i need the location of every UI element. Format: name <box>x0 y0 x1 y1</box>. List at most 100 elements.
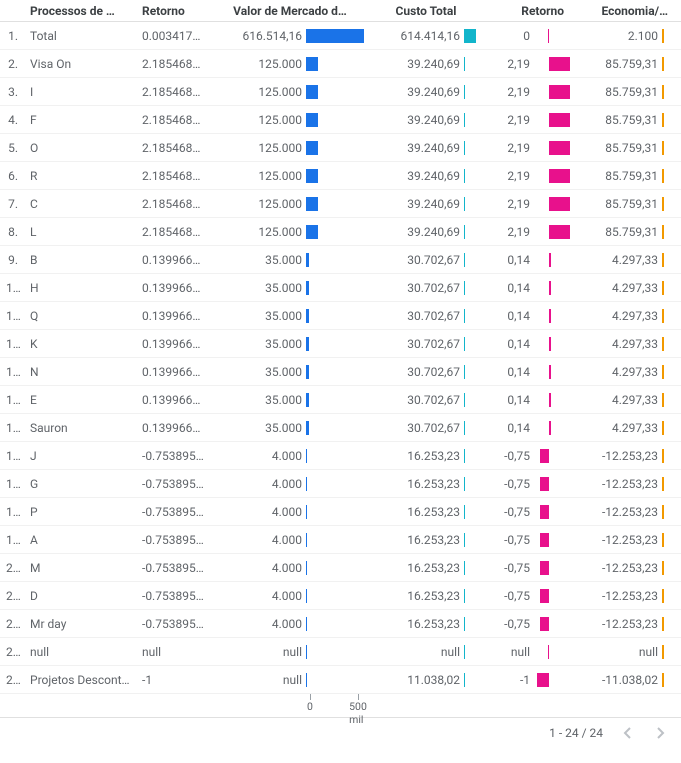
valor-value: 4.000 <box>272 533 302 547</box>
cell-custo: 30.702,67 <box>370 253 482 267</box>
cell-retorno1: 0.139966… <box>136 281 210 295</box>
custo-value: 39.240,69 <box>407 113 460 127</box>
table-row[interactable]: 2…D-0.753895…4.00016.253,23-0,75-12.253,… <box>0 582 681 610</box>
pager-next-button[interactable] <box>651 723 671 743</box>
retorno2-value: -0,75 <box>504 561 530 575</box>
table-row[interactable]: 1…A-0.753895…4.00016.253,23-0,75-12.253,… <box>0 526 681 554</box>
valor-value: 125.000 <box>258 197 302 211</box>
custo-bar <box>464 29 476 43</box>
table-row[interactable]: 1…P-0.753895…4.00016.253,23-0,75-12.253,… <box>0 498 681 526</box>
cell-valor: 35.000 <box>210 393 370 407</box>
table-row[interactable]: 1…Q0.139966…35.00030.702,670,144.297,33 <box>0 302 681 330</box>
col-header-retorno2[interactable]: Retorno <box>482 4 570 18</box>
table-row[interactable]: 1…J-0.753895…4.00016.253,23-0,75-12.253,… <box>0 442 681 470</box>
custo-value: 30.702,67 <box>407 365 460 379</box>
axis-valor: 0500 mil <box>210 694 370 717</box>
col-header-retorno1[interactable]: Retorno <box>136 4 210 18</box>
col-header-economia[interactable]: Economia/… <box>570 4 674 18</box>
col-header-processos[interactable]: Processos de … <box>22 4 136 18</box>
cell-custo: 16.253,23 <box>370 449 482 463</box>
custo-bar <box>464 365 476 379</box>
retorno2-bar <box>534 337 564 351</box>
table-row[interactable]: 2…nullnullnullnullnullnull <box>0 638 681 666</box>
row-index: 1… <box>0 533 22 547</box>
retorno2-bar <box>534 29 564 43</box>
table-row[interactable]: 1…K0.139966…35.00030.702,670,144.297,33 <box>0 330 681 358</box>
cell-retorno1: 0.003417… <box>136 29 210 43</box>
table-row[interactable]: 2…Mr day-0.753895…4.00016.253,23-0,75-12… <box>0 610 681 638</box>
col-header-custo[interactable]: Custo Total <box>370 4 482 18</box>
valor-bar <box>306 113 364 127</box>
table-row[interactable]: 6.R2.185468…125.00039.240,692,1985.759,3… <box>0 162 681 190</box>
table-row[interactable]: 1…N0.139966…35.00030.702,670,144.297,33 <box>0 358 681 386</box>
cell-custo: 30.702,67 <box>370 421 482 435</box>
cell-processos: null <box>22 645 136 659</box>
table-row[interactable]: 2.Visa On2.185468…125.00039.240,692,1985… <box>0 50 681 78</box>
retorno2-bar <box>534 225 564 239</box>
cell-economia: 85.759,31 <box>570 169 674 183</box>
row-index: 2… <box>0 589 22 603</box>
valor-bar <box>306 561 364 575</box>
table-row[interactable]: 3.I2.185468…125.00039.240,692,1985.759,3… <box>0 78 681 106</box>
cell-retorno1: -0.753895… <box>136 561 210 575</box>
custo-value: 16.253,23 <box>407 561 460 575</box>
valor-bar <box>306 57 364 71</box>
economia-value: 4.297,33 <box>612 393 658 407</box>
table-row[interactable]: 8.L2.185468…125.00039.240,692,1985.759,3… <box>0 218 681 246</box>
custo-bar <box>464 309 476 323</box>
table-row[interactable]: 2…M-0.753895…4.00016.253,23-0,75-12.253,… <box>0 554 681 582</box>
valor-bar <box>306 477 364 491</box>
cell-economia: -12.253,23 <box>570 505 674 519</box>
table-row[interactable]: 5.O2.185468…125.00039.240,692,1985.759,3… <box>0 134 681 162</box>
cell-processos: J <box>22 449 136 463</box>
custo-value: 30.702,67 <box>407 421 460 435</box>
custo-bar <box>464 113 476 127</box>
col-header-valor[interactable]: Valor de Mercado d… <box>210 4 370 18</box>
cell-valor: 125.000 <box>210 169 370 183</box>
cell-processos: K <box>22 337 136 351</box>
cell-retorno2: 0,14 <box>482 253 570 267</box>
economia-bar <box>662 673 668 687</box>
cell-retorno1: -0.753895… <box>136 477 210 491</box>
custo-value: 39.240,69 <box>407 169 460 183</box>
custo-value: 30.702,67 <box>407 337 460 351</box>
valor-value: 35.000 <box>265 421 302 435</box>
custo-value: 39.240,69 <box>407 57 460 71</box>
cell-economia: 2.100 <box>570 29 674 43</box>
custo-value: 16.253,23 <box>407 533 460 547</box>
economia-value: 4.297,33 <box>612 281 658 295</box>
economia-bar <box>662 645 668 659</box>
custo-value: 16.253,23 <box>407 477 460 491</box>
cell-processos: Mr day <box>22 617 136 631</box>
cell-retorno1: 2.185468… <box>136 141 210 155</box>
table-row[interactable]: 1…Sauron0.139966…35.00030.702,670,144.29… <box>0 414 681 442</box>
cell-valor: 125.000 <box>210 113 370 127</box>
table-row[interactable]: 2…Projetos Descont…-1null11.038,02-1-11.… <box>0 666 681 694</box>
cell-processos: R <box>22 169 136 183</box>
cell-processos: Projetos Descont… <box>22 673 136 687</box>
table-row[interactable]: 1.Total0.003417…616.514,16614.414,1602.1… <box>0 22 681 50</box>
custo-value: 39.240,69 <box>407 225 460 239</box>
cell-retorno1: -0.753895… <box>136 617 210 631</box>
pager-prev-button[interactable] <box>617 723 637 743</box>
cell-retorno2: 0,14 <box>482 281 570 295</box>
retorno2-value: 0,14 <box>507 393 530 407</box>
economia-value: -11.038,02 <box>602 673 658 687</box>
cell-custo: null <box>370 645 482 659</box>
row-index: 1… <box>0 337 22 351</box>
table-row[interactable]: 1…E0.139966…35.00030.702,670,144.297,33 <box>0 386 681 414</box>
cell-retorno1: 0.139966… <box>136 421 210 435</box>
table-row[interactable]: 1…G-0.753895…4.00016.253,23-0,75-12.253,… <box>0 470 681 498</box>
cell-processos: Total <box>22 29 136 43</box>
economia-bar <box>662 281 668 295</box>
table-row[interactable]: 7.C2.185468…125.00039.240,692,1985.759,3… <box>0 190 681 218</box>
cell-processos: D <box>22 589 136 603</box>
custo-value: 30.702,67 <box>407 281 460 295</box>
custo-value: 39.240,69 <box>407 197 460 211</box>
cell-economia: 4.297,33 <box>570 337 674 351</box>
table-row[interactable]: 4.F2.185468…125.00039.240,692,1985.759,3… <box>0 106 681 134</box>
table-row[interactable]: 1…H0.139966…35.00030.702,670,144.297,33 <box>0 274 681 302</box>
retorno2-value: null <box>511 645 530 659</box>
table-row[interactable]: 9.B0.139966…35.00030.702,670,144.297,33 <box>0 246 681 274</box>
economia-value: 85.759,31 <box>605 197 658 211</box>
